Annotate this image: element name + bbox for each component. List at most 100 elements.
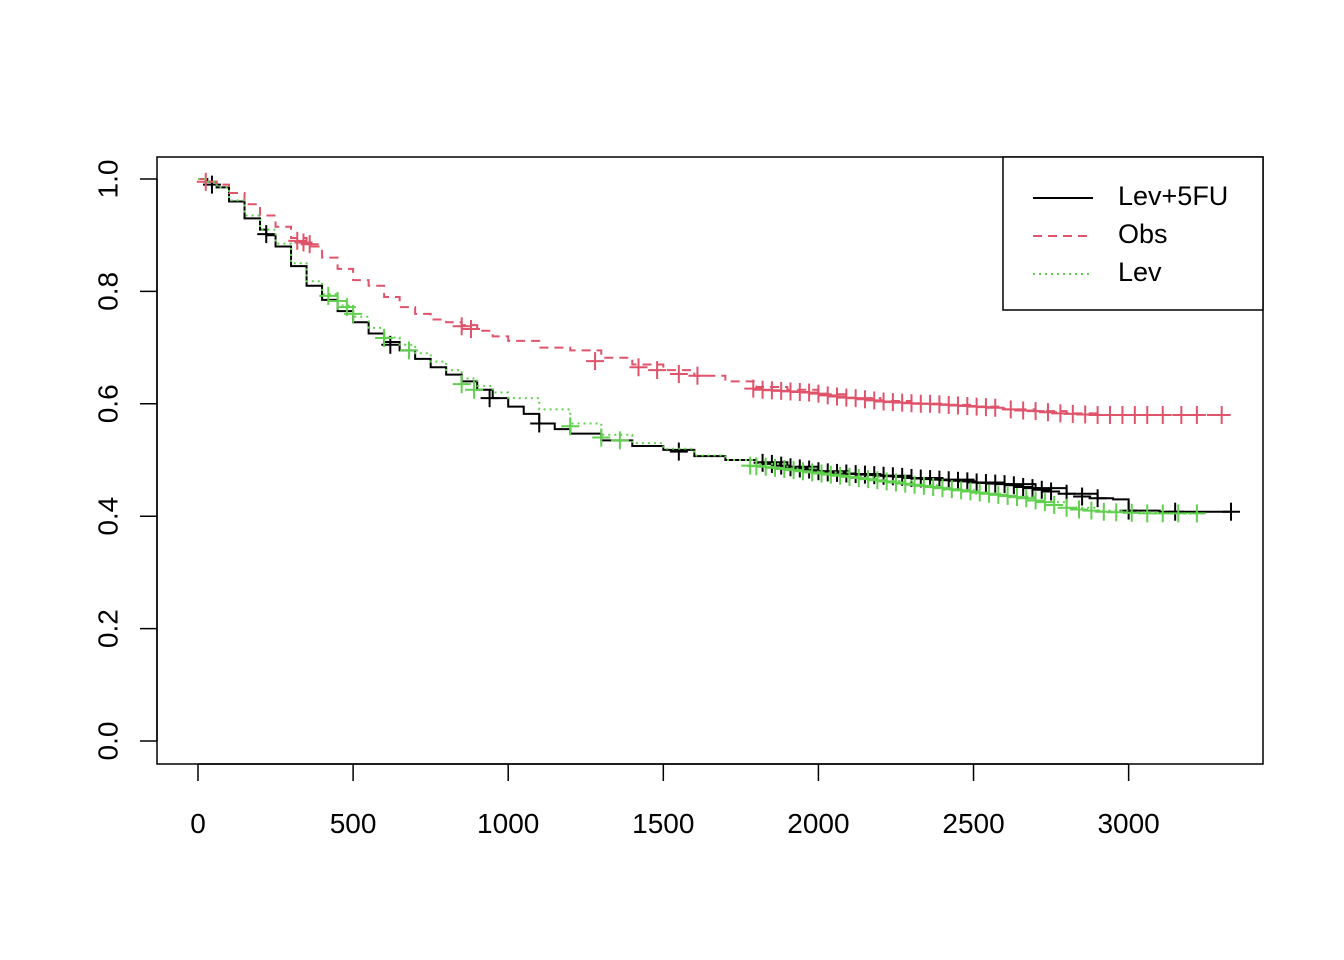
censor-mark — [461, 320, 480, 339]
censor-mark — [1166, 502, 1185, 521]
censor-mark — [1073, 487, 1092, 506]
series-lev — [198, 178, 1207, 523]
censor-mark — [809, 384, 828, 403]
censor-mark — [756, 457, 775, 476]
censor-mark — [905, 475, 924, 494]
censor-mark — [629, 358, 648, 377]
censor-mark — [744, 379, 763, 398]
censor-mark — [319, 286, 338, 305]
legend-box — [1002, 156, 1264, 311]
legend-entry: Lev+5FU — [1033, 181, 1228, 211]
censor-mark — [300, 235, 319, 254]
series-layer — [196, 172, 1240, 523]
x-tick-label: 2000 — [787, 808, 849, 839]
censor-mark — [803, 463, 822, 482]
legend-label: Obs — [1118, 219, 1168, 249]
censor-mark — [784, 461, 803, 480]
censor-mark — [952, 481, 971, 500]
censor-mark — [924, 477, 943, 496]
y-tick-label: 0.6 — [92, 384, 123, 423]
legend-label: Lev — [1118, 257, 1162, 287]
censor-mark — [800, 383, 819, 402]
censor-mark — [344, 304, 363, 323]
censor-mark — [1153, 406, 1172, 425]
censor-mark — [1004, 476, 1023, 495]
censor-mark — [961, 482, 980, 501]
censor-mark — [592, 428, 611, 447]
censor-mark — [1014, 477, 1033, 496]
censor-mark — [1169, 504, 1188, 523]
censor-mark — [933, 479, 952, 498]
legend-label: Lev+5FU — [1118, 181, 1228, 211]
y-tick-label: 0.4 — [92, 497, 123, 536]
censor-mark — [995, 475, 1014, 494]
censor-mark — [1172, 406, 1191, 425]
censor-mark — [1042, 482, 1061, 501]
censor-mark — [669, 365, 688, 384]
censor-mark — [669, 442, 688, 461]
censor-mark — [942, 480, 961, 499]
legend: Lev+5FU Obs Lev — [1002, 156, 1264, 311]
censor-mark — [1187, 406, 1206, 425]
censor-mark — [989, 485, 1008, 504]
censor-mark — [970, 483, 989, 502]
censor-mark — [561, 417, 580, 436]
censor-mark — [812, 464, 831, 483]
censor-mark — [1017, 489, 1036, 508]
censor-mark — [1138, 406, 1157, 425]
censor-mark — [818, 386, 837, 405]
survival-curve — [198, 178, 1222, 417]
censor-mark — [1035, 493, 1054, 512]
censor-mark — [1038, 403, 1057, 422]
censor-mark — [1119, 501, 1138, 520]
y-tick-label: 0.8 — [92, 272, 123, 311]
censor-mark — [886, 473, 905, 492]
censor-mark — [1082, 501, 1101, 520]
censor-mark — [831, 466, 850, 485]
censor-mark — [530, 414, 549, 433]
censor-mark — [914, 476, 933, 495]
y-axis: 0.0 0.2 0.4 0.6 0.8 1.0 — [92, 160, 158, 760]
censor-mark — [840, 467, 859, 486]
censor-mark — [1222, 502, 1240, 521]
censor-mark — [828, 387, 847, 406]
censor-mark — [896, 474, 915, 493]
censor-mark — [793, 462, 812, 481]
censor-mark — [1122, 503, 1141, 522]
legend-entry: Obs — [1033, 219, 1168, 249]
censor-mark — [998, 486, 1017, 505]
censor-mark — [399, 341, 418, 360]
x-axis: 0 500 1000 1500 2000 2500 3000 — [190, 763, 1160, 839]
censor-mark — [775, 459, 794, 478]
censor-mark — [868, 471, 887, 490]
censor-mark — [1007, 488, 1026, 507]
censor-mark — [610, 431, 629, 450]
censor-mark — [1026, 491, 1045, 510]
censor-mark — [865, 391, 884, 410]
censor-mark — [196, 172, 215, 191]
censor-mark — [859, 470, 878, 489]
censor-mark — [1032, 480, 1051, 499]
censor-mark — [586, 352, 605, 371]
censor-mark — [1088, 489, 1107, 508]
censor-mark — [375, 329, 394, 348]
censor-mark — [1001, 400, 1020, 419]
censor-mark — [877, 472, 896, 491]
censor-mark — [986, 398, 1005, 417]
censor-mark — [1026, 402, 1045, 421]
censor-mark — [1023, 479, 1042, 498]
x-tick-label: 500 — [330, 808, 377, 839]
censor-mark — [480, 389, 499, 408]
censor-mark — [855, 390, 874, 409]
y-tick-label: 1.0 — [92, 160, 123, 199]
censor-mark — [849, 468, 868, 487]
series-obs — [196, 172, 1231, 425]
censor-mark — [1057, 498, 1076, 517]
censor-mark — [1069, 500, 1088, 519]
censor-mark — [648, 361, 667, 380]
censor-mark — [765, 458, 784, 477]
censor-mark — [1107, 503, 1126, 522]
censor-mark — [1212, 406, 1231, 425]
x-tick-label: 3000 — [1097, 808, 1159, 839]
